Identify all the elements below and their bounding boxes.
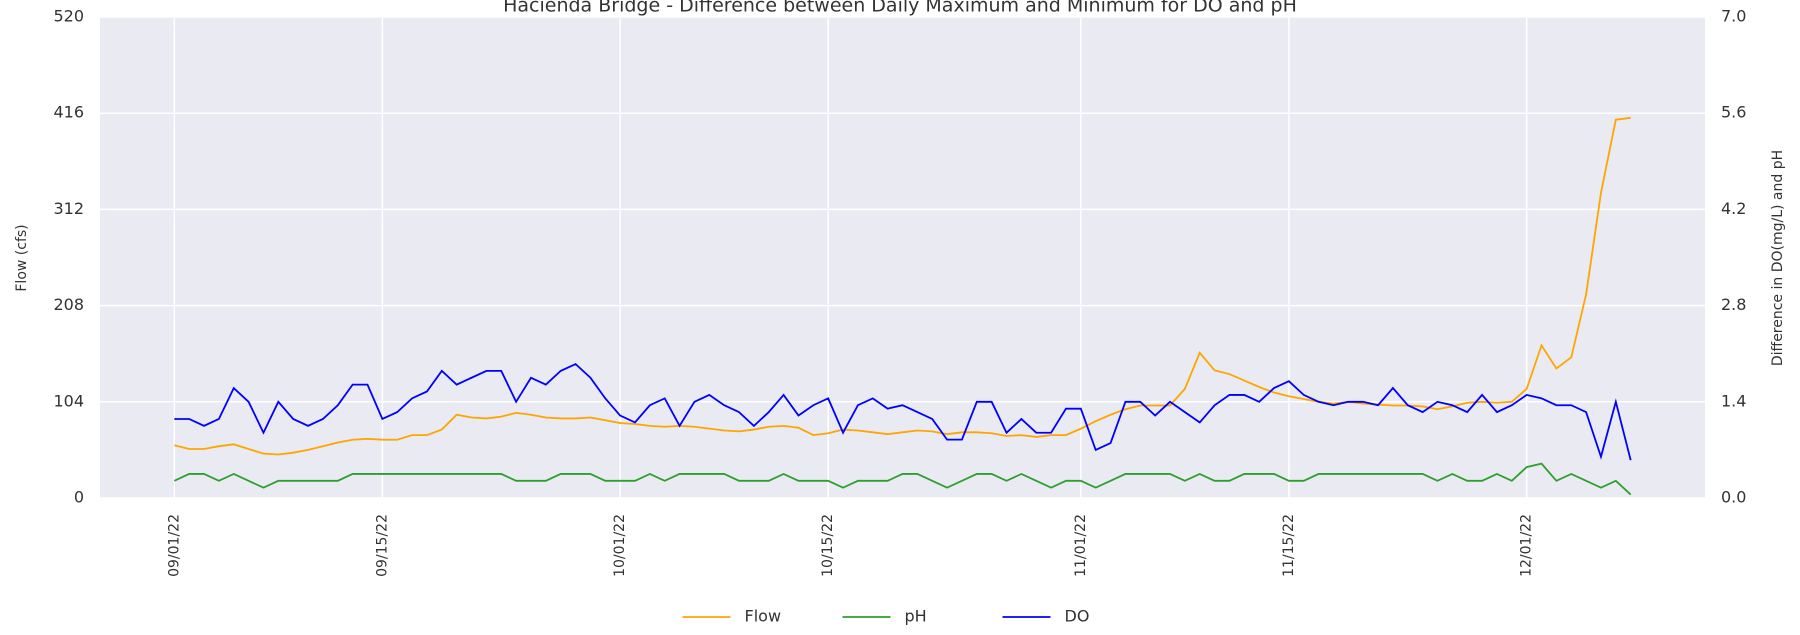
y2-tick-label: 0.0 <box>1721 488 1746 507</box>
y2-tick-label: 4.2 <box>1721 199 1746 218</box>
chart-title: Hacienda Bridge - Difference between Dai… <box>503 0 1297 17</box>
y-tick-label: 208 <box>53 295 84 314</box>
y-tick-label: 312 <box>53 199 84 218</box>
y2-tick-label: 1.4 <box>1721 391 1746 410</box>
legend-label: Flow <box>745 607 782 626</box>
x-tick-label: 10/15/22 <box>820 514 836 577</box>
x-tick-label: 11/15/22 <box>1281 514 1297 577</box>
y-tick-label: 520 <box>53 7 84 26</box>
y-tick-label: 104 <box>53 391 84 410</box>
plot-background <box>100 17 1705 498</box>
legend-label: pH <box>905 607 927 626</box>
x-tick-label: 09/01/22 <box>166 514 182 577</box>
x-tick-label: 12/01/22 <box>1519 514 1535 577</box>
series-line <box>173 462 1632 496</box>
y-tick-label: 0 <box>74 488 84 507</box>
legend-label: DO <box>1065 607 1090 626</box>
y2-axis-label: Difference in DO(mg/L) and pH <box>1770 150 1786 366</box>
y-axis-label: Flow (cfs) <box>14 224 30 291</box>
series-line <box>174 116 1631 456</box>
x-tick-label: 11/01/22 <box>1073 514 1089 577</box>
y2-tick-label: 2.8 <box>1721 295 1746 314</box>
y-tick-label: 416 <box>53 103 84 122</box>
y2-tick-label: 5.6 <box>1721 103 1746 122</box>
series-line <box>174 362 1632 461</box>
x-tick-label: 10/01/22 <box>612 514 628 577</box>
y2-tick-label: 7.0 <box>1721 7 1746 26</box>
x-tick-label: 09/15/22 <box>374 514 390 577</box>
